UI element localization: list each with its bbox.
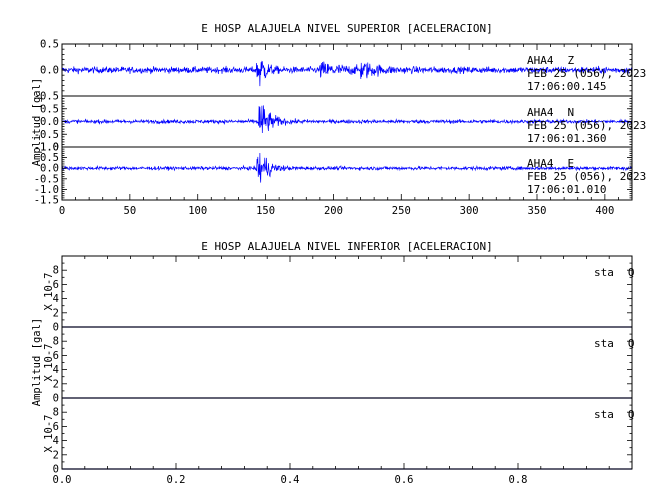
scale-factor-label: X 10-7 bbox=[43, 415, 55, 453]
y-tick-label: 6 bbox=[53, 421, 59, 433]
bottom-y-axis-label: Amplitud [gal] bbox=[31, 318, 43, 407]
trace-date: FEB 25 (056), 2023 bbox=[527, 119, 646, 132]
trace-time: 17:06:01.010 bbox=[527, 183, 606, 196]
bottom-chart-title: E HOSP ALAJUELA NIVEL INFERIOR [ACELERAC… bbox=[201, 240, 492, 253]
x-tick-label: 0.8 bbox=[509, 474, 528, 486]
y-tick-label: -1.0 bbox=[34, 184, 59, 196]
component-name: E bbox=[568, 157, 575, 170]
trace-time: 17:06:01.360 bbox=[527, 132, 606, 145]
station-name: AHA4 bbox=[527, 54, 554, 67]
component-name: Z bbox=[568, 54, 575, 67]
scale-factor-label: X 10-7 bbox=[43, 273, 55, 311]
y-tick-label: 0.5 bbox=[40, 152, 59, 164]
station-name: AHA4 bbox=[527, 106, 554, 119]
y-tick-label: 2 bbox=[53, 307, 59, 319]
y-tick-label: 6 bbox=[53, 350, 59, 362]
y-tick-label: 0.0 bbox=[40, 116, 59, 128]
y-tick-label: 8 bbox=[53, 336, 59, 348]
trace-n bbox=[61, 105, 633, 133]
flat-trace-frame bbox=[61, 255, 633, 328]
y-tick-label: 2 bbox=[53, 378, 59, 390]
component-name: Q bbox=[628, 337, 635, 350]
trace-e bbox=[61, 153, 633, 183]
y-tick-label: 0.5 bbox=[40, 103, 59, 115]
flat-trace-frame bbox=[61, 397, 633, 470]
x-tick-label: 350 bbox=[528, 205, 547, 217]
trace-time: 17:06:00.145 bbox=[527, 80, 606, 93]
station-label: sta Q bbox=[594, 408, 635, 421]
y-tick-label: -1.5 bbox=[34, 195, 59, 207]
trace-z bbox=[61, 60, 633, 87]
station-label: AHA4 Z bbox=[527, 54, 575, 67]
y-tick-label: -0.5 bbox=[34, 129, 59, 141]
y-tick-label: 1.0 bbox=[40, 142, 59, 154]
station-name: sta bbox=[594, 408, 614, 421]
y-tick-label: 8 bbox=[53, 407, 59, 419]
x-tick-label: 0.2 bbox=[167, 474, 186, 486]
y-tick-label: 0 bbox=[53, 393, 59, 405]
trace-date: FEB 25 (056), 2023 bbox=[527, 67, 646, 80]
y-tick-label: 6 bbox=[53, 279, 59, 291]
y-tick-label: -1.0 bbox=[34, 142, 59, 154]
component-name: N bbox=[568, 106, 575, 119]
station-label: sta Q bbox=[594, 337, 635, 350]
y-tick-label: 4 bbox=[53, 435, 59, 447]
component-name: Q bbox=[628, 266, 635, 279]
x-tick-label: 400 bbox=[595, 205, 614, 217]
y-tick-label: 4 bbox=[53, 364, 59, 376]
x-tick-label: 150 bbox=[256, 205, 275, 217]
y-tick-label: -0.5 bbox=[34, 173, 59, 185]
y-tick-label: 2 bbox=[53, 449, 59, 461]
x-tick-label: 300 bbox=[460, 205, 479, 217]
top-y-axis-label: Amplitud [gal] bbox=[31, 78, 43, 167]
x-tick-label: 0.0 bbox=[53, 474, 72, 486]
y-tick-label: 0 bbox=[53, 464, 59, 476]
scale-factor-label: X 10-7 bbox=[43, 344, 55, 382]
flat-trace-frame bbox=[61, 326, 633, 399]
station-label: AHA4 E bbox=[527, 157, 574, 170]
component-name: Q bbox=[628, 408, 635, 421]
y-tick-label: 0.0 bbox=[40, 65, 59, 77]
x-tick-label: 0.6 bbox=[395, 474, 414, 486]
y-tick-label: 8 bbox=[53, 265, 59, 277]
x-tick-label: 200 bbox=[324, 205, 343, 217]
y-tick-label: 0.0 bbox=[40, 163, 59, 175]
station-label: sta Q bbox=[594, 266, 635, 279]
top-chart-title: E HOSP ALAJUELA NIVEL SUPERIOR [ACELERAC… bbox=[201, 22, 492, 35]
trace-date: FEB 25 (056), 2023 bbox=[527, 170, 646, 183]
x-tick-label: 0 bbox=[59, 205, 65, 217]
x-tick-label: 0.4 bbox=[281, 474, 300, 486]
y-tick-label: -0.5 bbox=[34, 91, 59, 103]
station-name: AHA4 bbox=[527, 157, 554, 170]
station-name: sta bbox=[594, 266, 614, 279]
station-label: AHA4 N bbox=[527, 106, 574, 119]
x-tick-label: 100 bbox=[188, 205, 207, 217]
station-name: sta bbox=[594, 337, 614, 350]
y-tick-label: 4 bbox=[53, 293, 59, 305]
x-tick-label: 250 bbox=[392, 205, 411, 217]
x-tick-label: 50 bbox=[124, 205, 137, 217]
y-tick-label: 0.5 bbox=[40, 39, 59, 51]
y-tick-label: 0 bbox=[53, 322, 59, 334]
